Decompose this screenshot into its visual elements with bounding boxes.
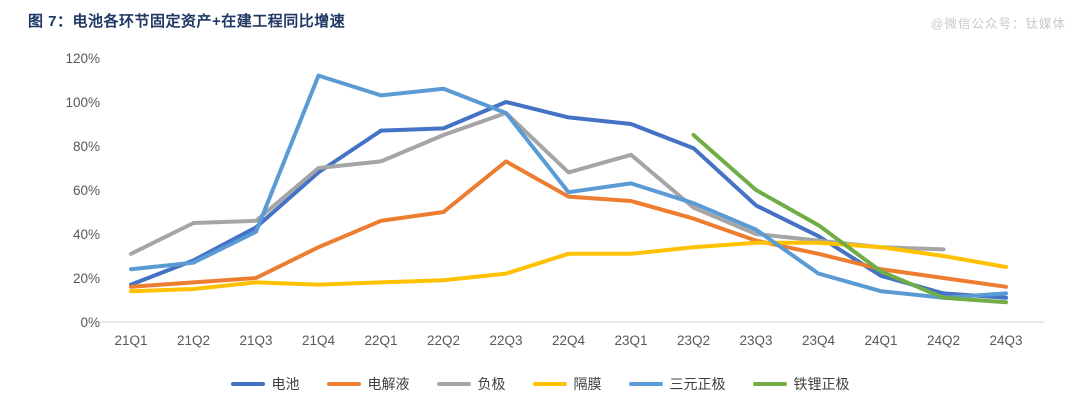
legend-label: 电池 — [271, 376, 300, 392]
figure-title: 图 7：电池各环节固定资产+在建工程同比增速 — [28, 13, 346, 30]
y-tick-label: 120% — [65, 51, 100, 66]
x-tick-label: 22Q1 — [364, 333, 397, 348]
x-tick-label: 23Q2 — [677, 333, 710, 348]
x-tick-label: 24Q3 — [989, 333, 1022, 348]
x-tick-label: 23Q1 — [614, 333, 647, 348]
x-tick-label: 24Q1 — [864, 333, 897, 348]
y-tick-label: 80% — [73, 139, 100, 154]
chart-legend: 电池 电解液 负极 隔膜 三元正极 铁锂正极 — [0, 372, 1080, 396]
legend-swatch-icon — [628, 382, 663, 386]
legend-swatch-icon — [752, 382, 787, 386]
x-tick-label: 23Q3 — [739, 333, 772, 348]
legend-item-负极[interactable]: 负极 — [436, 374, 506, 394]
legend-swatch-icon — [532, 382, 567, 386]
x-tick-label: 21Q2 — [177, 333, 210, 348]
legend-label: 负极 — [477, 376, 506, 392]
legend-item-三元正极[interactable]: 三元正极 — [628, 374, 726, 394]
series-line-电解液 — [129, 159, 1008, 289]
x-tick-label: 22Q4 — [552, 333, 586, 348]
x-tick-label: 24Q2 — [927, 333, 960, 348]
watermark: @微信公众号：钛媒体 — [930, 17, 1066, 31]
x-tick-label: 21Q4 — [302, 333, 336, 348]
x-tick-label: 21Q3 — [239, 333, 272, 348]
legend-item-电池[interactable]: 电池 — [230, 374, 300, 394]
series-line-负极 — [129, 111, 946, 256]
x-tick-label: 21Q1 — [114, 333, 147, 348]
x-tick-label: 22Q2 — [427, 333, 460, 348]
series-line-隔膜 — [129, 240, 1008, 294]
series-line-三元正极 — [129, 73, 1008, 300]
legend-swatch-icon — [326, 382, 361, 386]
legend-item-铁锂正极[interactable]: 铁锂正极 — [752, 374, 850, 394]
legend-label: 三元正极 — [669, 376, 726, 392]
legend-swatch-icon — [436, 382, 471, 386]
legend-label: 隔膜 — [573, 376, 602, 392]
legend-item-隔膜[interactable]: 隔膜 — [532, 374, 602, 394]
legend-swatch-icon — [230, 382, 265, 386]
legend-item-电解液[interactable]: 电解液 — [326, 374, 410, 394]
y-tick-label: 40% — [73, 227, 100, 242]
x-tick-label: 22Q3 — [489, 333, 522, 348]
series-line-铁锂正极 — [691, 133, 1008, 305]
y-tick-label: 60% — [73, 183, 100, 198]
y-tick-label: 0% — [80, 315, 100, 330]
legend-label: 电解液 — [367, 376, 410, 392]
y-tick-label: 100% — [65, 95, 100, 110]
line-chart-plot-area: 0% 20% 40% 60% 80% 100% 120% 21Q1 21Q2 21Q3 21Q4 22… — [65, 51, 1044, 348]
x-tick-label: 23Q4 — [802, 333, 836, 348]
y-tick-label: 20% — [73, 271, 100, 286]
legend-label: 铁锂正极 — [793, 376, 850, 392]
